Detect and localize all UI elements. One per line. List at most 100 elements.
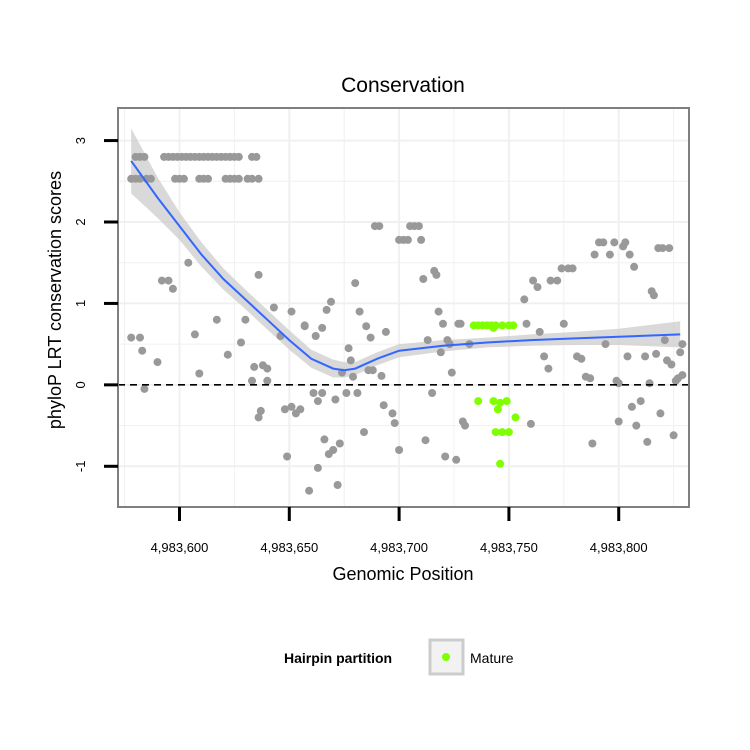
data-point — [287, 307, 296, 316]
data-point — [164, 276, 173, 285]
data-point — [280, 405, 289, 414]
data-points-layer — [127, 152, 687, 495]
data-point — [601, 340, 610, 349]
data-point — [349, 372, 357, 381]
x-tick-label: 4,983,750 — [480, 540, 538, 555]
data-point — [660, 336, 669, 345]
mature-point — [496, 459, 505, 468]
panel-background — [118, 108, 689, 507]
mature-point — [474, 397, 483, 406]
data-point — [553, 276, 562, 285]
data-point — [241, 315, 250, 324]
x-axis-title: Genomic Position — [332, 564, 473, 584]
data-point — [434, 307, 443, 316]
legend-label-mature: Mature — [470, 650, 514, 666]
data-point — [157, 276, 166, 285]
y-axis: -1 0 1 2 3 — [73, 137, 118, 472]
data-point — [327, 297, 335, 306]
data-point — [329, 446, 338, 454]
data-point — [678, 340, 687, 349]
data-point — [447, 368, 456, 377]
mature-point — [502, 397, 511, 406]
data-point — [645, 379, 654, 388]
data-point — [331, 395, 340, 404]
data-point — [577, 354, 586, 363]
data-point — [127, 333, 136, 342]
data-point — [586, 374, 595, 383]
data-point — [234, 152, 243, 161]
confidence-band-layer — [131, 128, 681, 378]
data-point — [417, 235, 426, 244]
data-point — [263, 364, 272, 373]
data-point — [627, 402, 636, 411]
mature-point — [496, 398, 505, 407]
data-point — [140, 152, 149, 161]
data-point — [318, 389, 327, 397]
data-point — [320, 435, 329, 444]
data-point — [287, 402, 296, 411]
y-tick-label: -1 — [73, 461, 88, 473]
data-point — [630, 262, 639, 271]
data-point — [313, 397, 322, 406]
data-point — [544, 364, 553, 373]
data-point — [423, 336, 432, 345]
legend-title: Hairpin partition — [284, 650, 392, 666]
mature-point — [493, 405, 502, 414]
x-tick-label: 4,983,700 — [370, 540, 428, 555]
data-point — [153, 358, 162, 367]
data-point — [300, 322, 309, 331]
data-point — [540, 352, 549, 361]
chart-title: Conservation — [341, 74, 465, 97]
data-point — [254, 270, 263, 279]
data-point — [318, 323, 327, 332]
data-point — [263, 376, 272, 385]
data-point — [234, 174, 243, 183]
data-point — [248, 174, 256, 183]
data-point — [351, 279, 360, 288]
data-point — [533, 283, 542, 292]
data-point — [375, 222, 384, 231]
mature-point — [509, 321, 518, 330]
data-point — [588, 439, 597, 448]
smooth-trend-line — [130, 160, 681, 372]
data-point — [368, 366, 377, 375]
data-point — [342, 389, 351, 397]
data-point — [296, 405, 305, 414]
data-point — [322, 305, 331, 314]
data-point — [636, 397, 645, 406]
data-point — [379, 401, 388, 410]
data-point — [676, 348, 685, 357]
x-tick-label: 4,983,600 — [151, 540, 209, 555]
data-point — [388, 409, 397, 418]
data-point — [212, 315, 221, 324]
data-point — [667, 360, 676, 369]
data-point — [529, 276, 538, 285]
data-point — [138, 346, 147, 355]
data-point — [377, 371, 386, 380]
data-point — [599, 238, 608, 247]
data-point — [256, 406, 265, 415]
data-point — [390, 419, 399, 428]
panel-border — [117, 107, 690, 508]
legend-mature-point — [442, 653, 450, 661]
data-point — [432, 270, 441, 279]
data-point — [283, 452, 292, 461]
data-point — [535, 327, 544, 336]
data-point — [355, 307, 364, 316]
data-point — [179, 174, 188, 183]
data-point — [649, 291, 658, 300]
mature-point — [511, 413, 520, 422]
smooth-line-layer — [130, 160, 681, 372]
data-point — [248, 376, 256, 385]
data-point — [461, 421, 469, 430]
data-point — [346, 356, 355, 365]
data-point — [344, 344, 353, 353]
data-point — [605, 250, 614, 259]
data-point — [195, 369, 204, 378]
x-tick-label: 4,983,650 — [260, 540, 318, 555]
mature-point — [491, 428, 500, 437]
data-point — [360, 428, 368, 437]
data-point — [678, 371, 687, 380]
data-point — [184, 258, 193, 267]
data-point — [656, 409, 665, 418]
